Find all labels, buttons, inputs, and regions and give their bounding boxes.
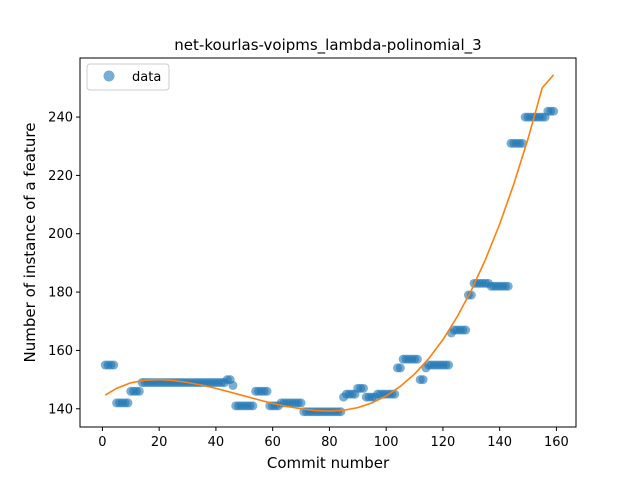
x-tick-label: 160 <box>544 435 569 450</box>
plot-area <box>100 74 559 417</box>
data-point <box>549 106 559 116</box>
legend-box <box>86 63 170 91</box>
legend-marker-icon <box>103 70 115 82</box>
legend-label: data <box>132 70 161 85</box>
data-point <box>444 360 454 370</box>
x-tick-label: 120 <box>431 435 456 450</box>
chart-title: net-kourlas-voipms_lambda-polinomial_3 <box>174 36 481 55</box>
x-tick-label: 20 <box>151 435 168 450</box>
fit-line <box>104 74 555 412</box>
data-point <box>109 360 119 370</box>
x-tick-label: 140 <box>487 435 512 450</box>
data-point <box>503 281 513 291</box>
x-tick-label: 100 <box>374 435 399 450</box>
x-tick-label: 40 <box>208 435 225 450</box>
y-tick-label: 220 <box>48 169 73 184</box>
data-point <box>296 398 306 408</box>
x-tick-label: 0 <box>98 435 106 450</box>
x-tick-label: 80 <box>321 435 338 450</box>
y-axis-ticks: 140 160 180 200 220 240 <box>48 111 80 417</box>
data-point <box>358 383 368 393</box>
data-point <box>461 325 471 335</box>
data-point <box>412 354 422 364</box>
data-point <box>262 386 272 396</box>
y-tick-label: 140 <box>48 402 73 417</box>
data-point <box>418 375 428 385</box>
data-point <box>517 138 527 148</box>
data-point <box>228 380 238 390</box>
data-point <box>395 363 405 373</box>
y-tick-label: 160 <box>48 344 73 359</box>
x-axis-ticks: 0 20 40 60 80 100 120 140 160 <box>98 427 569 450</box>
x-tick-label: 60 <box>264 435 281 450</box>
x-axis-label: Commit number <box>267 454 390 472</box>
plot-frame <box>79 57 577 428</box>
y-axis-label: Number of instance of a feature <box>21 123 39 363</box>
y-tick-label: 200 <box>48 227 73 242</box>
legend: data <box>86 63 170 91</box>
data-point <box>134 386 144 396</box>
data-point <box>466 290 476 300</box>
y-tick-label: 240 <box>48 111 73 126</box>
data-point <box>248 401 258 411</box>
data-point <box>336 407 346 417</box>
data-point <box>123 398 133 408</box>
y-tick-label: 180 <box>48 286 73 301</box>
